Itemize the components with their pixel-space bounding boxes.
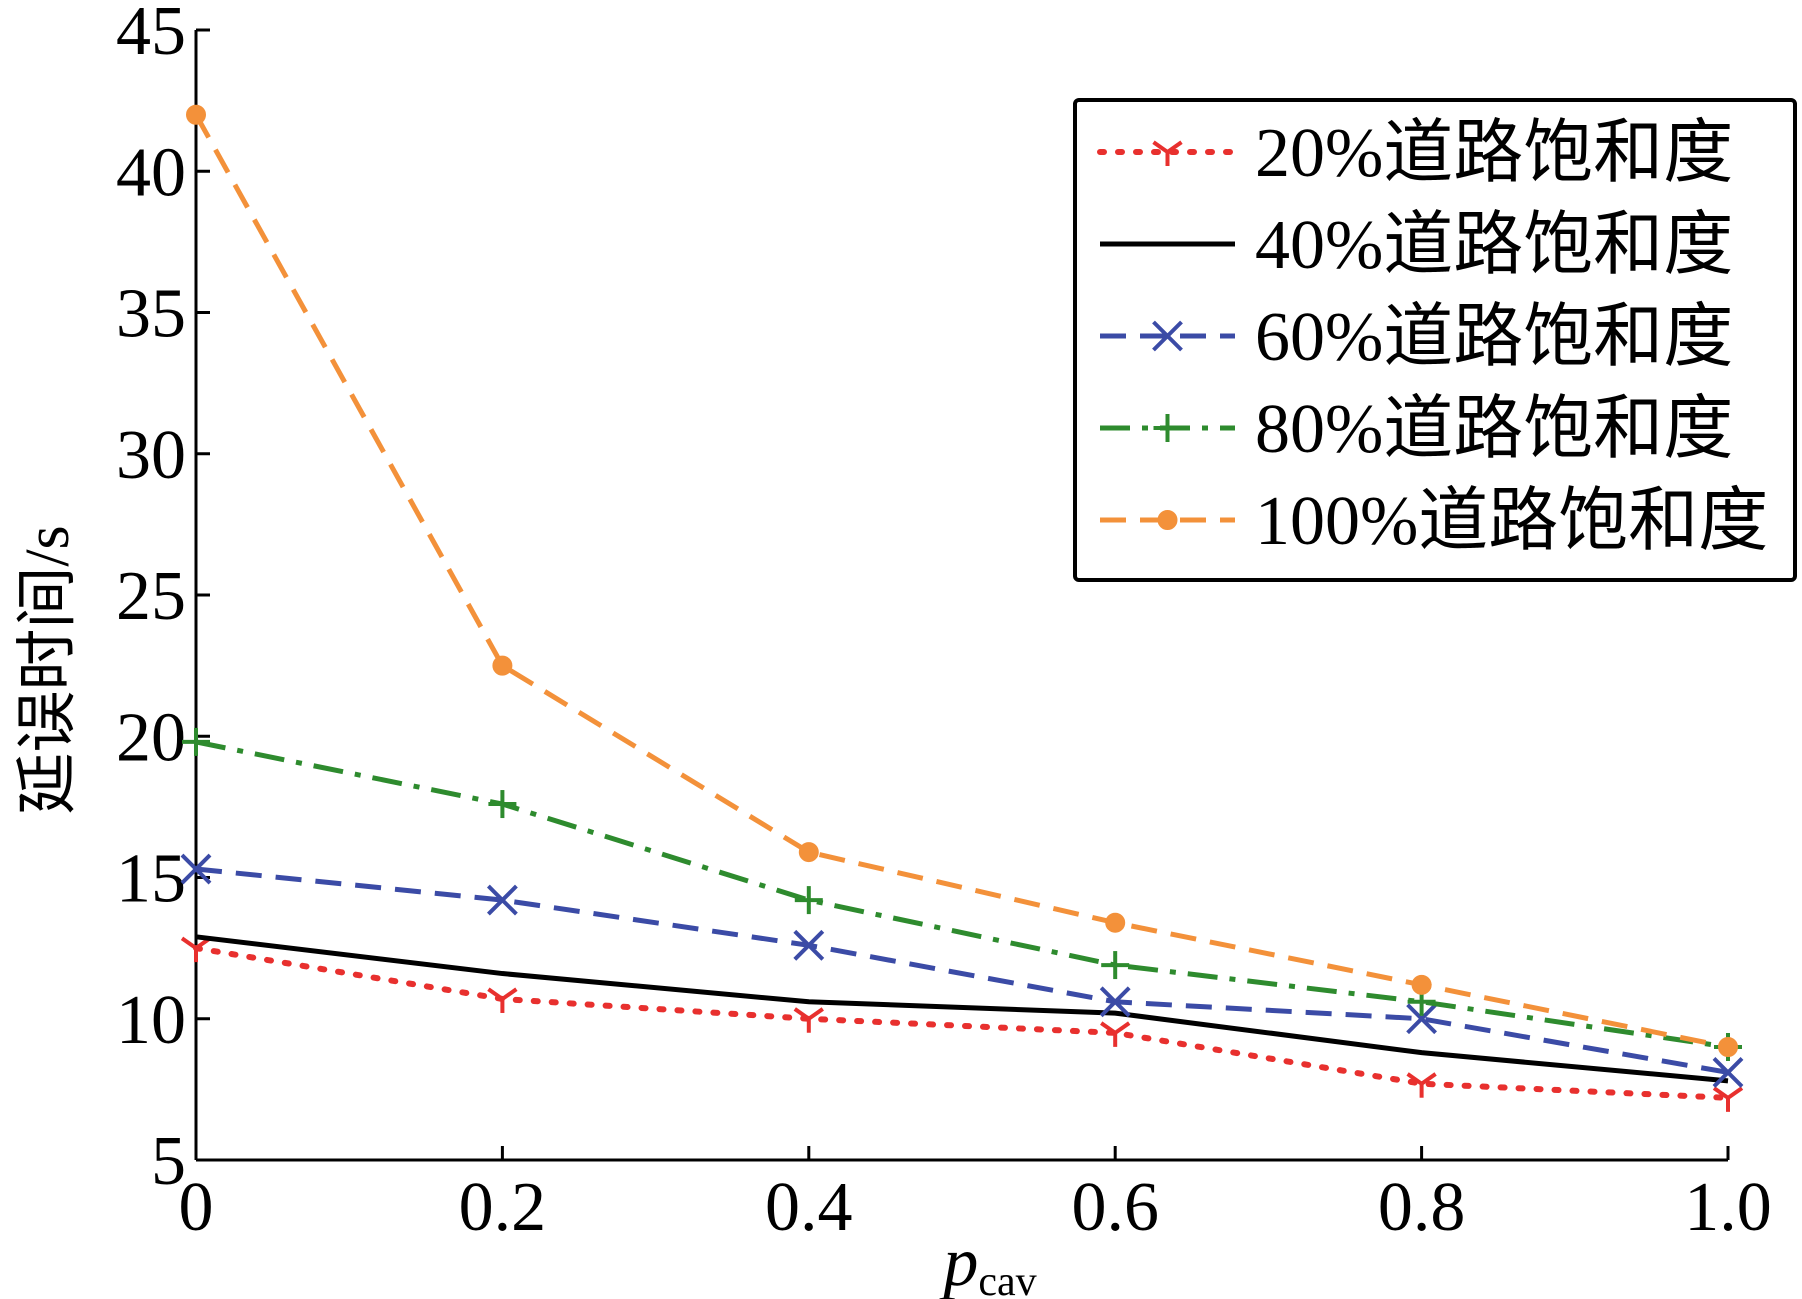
series-line-0 [193, 945, 1731, 1101]
series-0-point-stroke [807, 1007, 824, 1021]
x-tick-label: 0.6 [1071, 1169, 1159, 1246]
series-0-point [1712, 1086, 1744, 1112]
series-2-point [486, 884, 518, 916]
x-axis-title-group: pcav [938, 1224, 1036, 1299]
series-2-point-stroke [1099, 986, 1131, 1018]
series-3-point [794, 886, 823, 915]
legend-marker-0 [1152, 140, 1183, 166]
legend-marker-4 [1157, 510, 1178, 530]
legend-label-0: 20%道路饱和度 [1255, 115, 1733, 192]
y-tick-label: 30 [116, 417, 186, 494]
y-tick-label: 25 [116, 558, 186, 635]
series-3-point [488, 790, 517, 819]
series-0-point [793, 1007, 824, 1033]
series-0-point-stroke [1406, 1072, 1423, 1086]
series-0-point-stroke [1100, 1021, 1117, 1035]
legend-marker-0-stroke [1166, 140, 1183, 154]
series-2-point [180, 853, 212, 885]
y-tick-label: 45 [116, 0, 186, 70]
series-0-point-stroke [1114, 1021, 1131, 1035]
x-tick-label: 1.0 [1684, 1169, 1772, 1246]
series-2-point-stroke [793, 929, 825, 961]
y-axis-title: 延误时间/s [14, 525, 82, 814]
series-0-point [487, 987, 518, 1013]
x-tick-label: 0.4 [765, 1169, 853, 1246]
legend-marker-2 [1152, 320, 1183, 352]
series-line-2 [195, 866, 1729, 1075]
legend-marker-3 [1153, 414, 1182, 442]
y-tick-label: 20 [116, 699, 186, 776]
series-0-point-stroke [1712, 1086, 1730, 1100]
series-0-point-stroke [180, 936, 198, 950]
y-tick-label: 35 [116, 276, 186, 353]
y-tick-label: 15 [116, 841, 186, 918]
legend-marker-0-stroke [1152, 140, 1169, 154]
series-line-3 [195, 739, 1729, 1050]
x-axis-title-main: p [938, 1224, 978, 1299]
legend-label-4: 100%道路饱和度 [1255, 483, 1768, 560]
series-line-4 [193, 113, 1729, 1050]
series-4-point [492, 655, 513, 676]
series-0-point-stroke [793, 1007, 810, 1021]
series-2-point [1712, 1057, 1744, 1088]
series-2-point [793, 929, 825, 961]
series-0-point-stroke [487, 987, 504, 1001]
legend: 20%道路饱和度 40%道路饱和度 60%道路饱和度 80%道路饱和度 100%道路饱和… [1073, 98, 1797, 582]
series-4-point [1411, 974, 1432, 995]
series-2-point-stroke [1406, 1003, 1438, 1035]
series-3-point [182, 727, 210, 756]
x-axis-title-subscript: cav [978, 1259, 1036, 1299]
legend-label-1: 40%道路饱和度 [1255, 207, 1733, 284]
y-axis-title-group: 延误时间/s [14, 525, 82, 814]
series-4-point [186, 104, 206, 125]
series-4-point [798, 842, 819, 863]
series-4-point [1105, 912, 1126, 933]
series-2-point-stroke [1712, 1057, 1744, 1088]
legend-label-2: 60%道路饱和度 [1255, 299, 1733, 376]
y-tick-label: 10 [116, 982, 186, 1059]
series-2-point [1406, 1003, 1438, 1035]
series-0-point [1406, 1072, 1437, 1098]
series-0-point-stroke [501, 987, 518, 1001]
series-2-point [1099, 986, 1131, 1018]
series-0-point-stroke [1726, 1086, 1744, 1100]
legend-label-3: 80%道路饱和度 [1255, 391, 1733, 468]
legend-marker-2-stroke [1152, 320, 1183, 352]
series-2-point-stroke [486, 884, 518, 916]
y-tick-label: 5 [151, 1123, 186, 1200]
legend-box [1073, 98, 1797, 582]
x-tick-label: 0 [179, 1169, 214, 1246]
plot-area: 5 10 15 20 25 30 35 40 45 0 0.2 0.4 0.6 0.8 1.0 [116, 0, 1772, 1246]
series-0-point [1100, 1021, 1131, 1047]
series-3-point [1101, 951, 1130, 980]
series-4-point [1718, 1037, 1738, 1057]
series-line-1 [195, 934, 1729, 1084]
series-2-point-stroke [180, 853, 212, 885]
series-0-point-stroke [1420, 1072, 1437, 1086]
y-tick-label: 40 [116, 134, 186, 211]
x-axis-title: pcav [938, 1224, 1036, 1299]
x-tick-label: 0.8 [1378, 1169, 1466, 1246]
x-tick-label: 0.2 [459, 1169, 547, 1246]
